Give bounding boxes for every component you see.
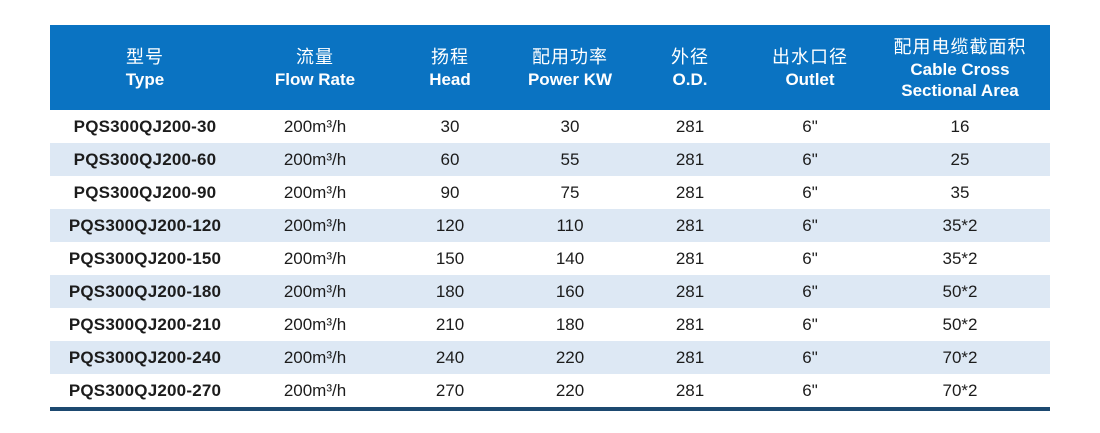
cell-flow-rate: 200m³/h	[283, 116, 347, 136]
col-header-head-en: Head	[429, 70, 471, 89]
cell-power: 220	[555, 347, 585, 367]
col-header-flow-rate: 流量 Flow Rate	[240, 25, 390, 110]
cell-head: 240	[435, 347, 465, 367]
cell-cable: 50*2	[942, 314, 978, 334]
cell-flow-rate: 200m³/h	[283, 149, 347, 169]
col-header-type: 型号 Type	[50, 25, 240, 110]
col-header-outlet-zh: 出水口径	[772, 47, 848, 67]
cell-cable: 16	[950, 116, 970, 136]
cell-cable: 25	[950, 149, 970, 169]
cell-od: 281	[675, 347, 705, 367]
cell-head: 30	[440, 116, 460, 136]
cell-model: PQS300QJ200-90	[73, 182, 217, 202]
cell-outlet: 6"	[802, 215, 818, 235]
cell-model: PQS300QJ200-270	[68, 380, 222, 400]
cell-od: 281	[675, 116, 705, 136]
table-row: PQS300QJ200-180 200m³/h 180 160 281 6" 5…	[50, 275, 1050, 308]
cell-power: 180	[555, 314, 585, 334]
cell-power: 75	[560, 182, 580, 202]
cell-head: 120	[435, 215, 465, 235]
col-header-cable: 配用电缆截面积 Cable Cross Sectional Area	[870, 25, 1050, 110]
cell-outlet: 6"	[802, 116, 818, 136]
table-row: PQS300QJ200-240 200m³/h 240 220 281 6" 7…	[50, 341, 1050, 374]
cell-od: 281	[675, 182, 705, 202]
table-header-row: 型号 Type 流量 Flow Rate 扬程 Head 配用功率 Power …	[50, 25, 1050, 110]
cell-cable: 70*2	[942, 347, 978, 367]
cell-od: 281	[675, 215, 705, 235]
cell-model: PQS300QJ200-210	[68, 314, 222, 334]
cell-cable: 50*2	[942, 281, 978, 301]
cell-power: 220	[555, 380, 585, 400]
col-header-type-zh: 型号	[126, 47, 164, 67]
cell-cable: 35*2	[942, 215, 978, 235]
table-row: PQS300QJ200-150 200m³/h 150 140 281 6" 3…	[50, 242, 1050, 275]
cell-od: 281	[675, 149, 705, 169]
cell-power: 55	[560, 149, 580, 169]
cell-head: 60	[440, 149, 460, 169]
col-header-head: 扬程 Head	[390, 25, 510, 110]
cell-head: 210	[435, 314, 465, 334]
table-row: PQS300QJ200-270 200m³/h 270 220 281 6" 7…	[50, 374, 1050, 407]
col-header-od: 外径 O.D.	[630, 25, 750, 110]
col-header-od-zh: 外径	[671, 47, 709, 67]
table-row: PQS300QJ200-120 200m³/h 120 110 281 6" 3…	[50, 209, 1050, 242]
col-header-cable-zh: 配用电缆截面积	[893, 36, 1027, 57]
cell-head: 180	[435, 281, 465, 301]
table-bottom-rule	[50, 407, 1050, 411]
col-header-od-en: O.D.	[672, 70, 708, 89]
col-header-power-en: Power KW	[527, 70, 613, 89]
cell-flow-rate: 200m³/h	[283, 380, 347, 400]
table-row: PQS300QJ200-210 200m³/h 210 180 281 6" 5…	[50, 308, 1050, 341]
cell-cable: 35*2	[942, 248, 978, 268]
cell-model: PQS300QJ200-30	[73, 116, 217, 136]
table-row: PQS300QJ200-30 200m³/h 30 30 281 6" 16	[50, 110, 1050, 143]
cell-power: 110	[556, 215, 584, 235]
cell-power: 30	[560, 116, 580, 136]
col-header-type-en: Type	[125, 70, 165, 89]
table-row: PQS300QJ200-60 200m³/h 60 55 281 6" 25	[50, 143, 1050, 176]
cell-model: PQS300QJ200-60	[73, 149, 217, 169]
cell-flow-rate: 200m³/h	[283, 314, 347, 334]
col-header-cable-en2: Sectional Area	[901, 80, 1019, 100]
cell-power: 160	[555, 281, 585, 301]
col-header-power-zh: 配用功率	[532, 47, 608, 67]
cell-outlet: 6"	[802, 347, 818, 367]
cell-flow-rate: 200m³/h	[283, 347, 347, 367]
cell-od: 281	[675, 380, 705, 400]
cell-flow-rate: 200m³/h	[283, 281, 347, 301]
cell-outlet: 6"	[802, 248, 818, 268]
cell-cable: 70*2	[942, 380, 978, 400]
table-row: PQS300QJ200-90 200m³/h 90 75 281 6" 35	[50, 176, 1050, 209]
cell-head: 90	[440, 182, 460, 202]
cell-head: 270	[435, 380, 465, 400]
cell-flow-rate: 200m³/h	[283, 182, 347, 202]
col-header-flow-rate-zh: 流量	[296, 47, 334, 67]
cell-flow-rate: 200m³/h	[283, 215, 347, 235]
cell-cable: 35	[950, 182, 970, 202]
cell-model: PQS300QJ200-180	[68, 281, 222, 301]
col-header-outlet: 出水口径 Outlet	[750, 25, 870, 110]
pump-spec-table: 型号 Type 流量 Flow Rate 扬程 Head 配用功率 Power …	[50, 25, 1050, 407]
col-header-cable-en: Cable Cross	[910, 59, 1010, 79]
cell-power: 140	[555, 248, 585, 268]
cell-outlet: 6"	[802, 380, 818, 400]
cell-od: 281	[675, 248, 705, 268]
cell-model: PQS300QJ200-150	[68, 248, 222, 268]
cell-head: 150	[435, 248, 465, 268]
col-header-power: 配用功率 Power KW	[510, 25, 630, 110]
cell-model: PQS300QJ200-120	[68, 215, 222, 235]
cell-flow-rate: 200m³/h	[283, 248, 347, 268]
col-header-flow-rate-en: Flow Rate	[274, 70, 356, 89]
cell-od: 281	[675, 281, 705, 301]
cell-outlet: 6"	[802, 281, 818, 301]
cell-outlet: 6"	[802, 314, 818, 334]
cell-outlet: 6"	[802, 149, 818, 169]
col-header-head-zh: 扬程	[431, 47, 469, 67]
col-header-outlet-en: Outlet	[785, 70, 835, 89]
cell-od: 281	[675, 314, 705, 334]
cell-model: PQS300QJ200-240	[68, 347, 222, 367]
cell-outlet: 6"	[802, 182, 818, 202]
